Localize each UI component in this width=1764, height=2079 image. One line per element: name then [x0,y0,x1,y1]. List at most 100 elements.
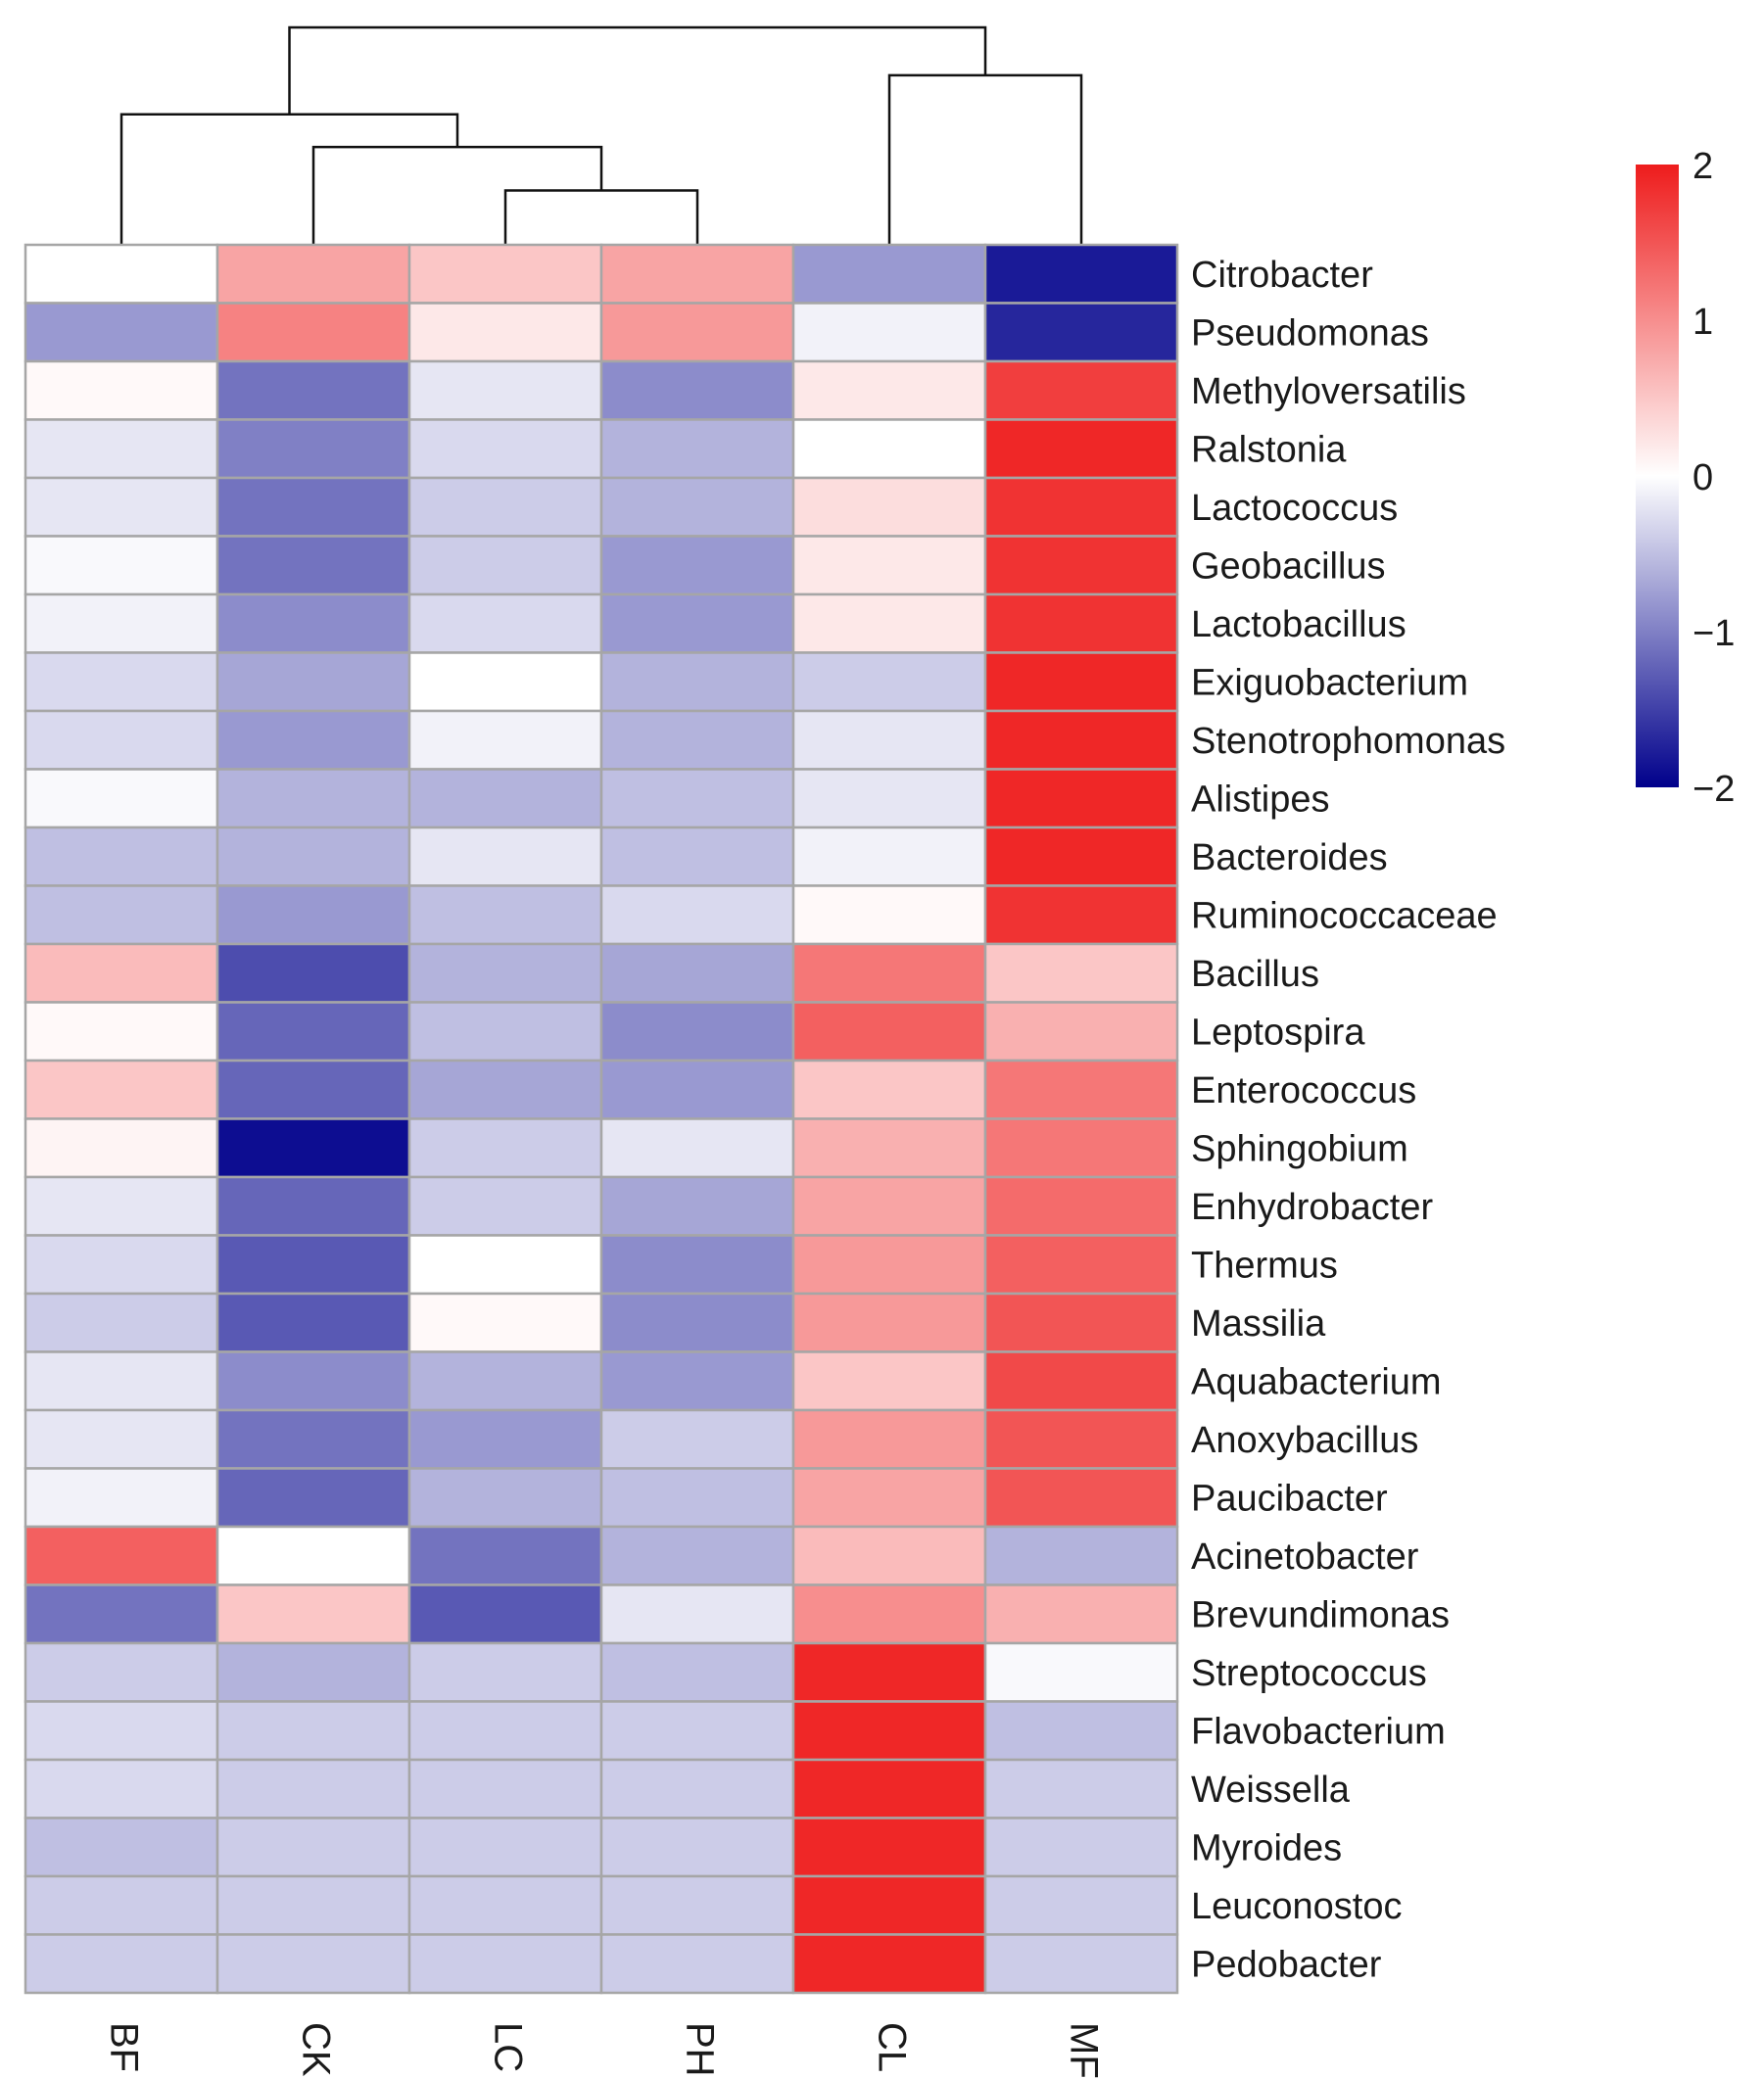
heatmap-cell [791,651,987,713]
heatmap-cell [215,535,411,596]
heatmap-cell [215,1874,411,1936]
heatmap-cell [215,1700,411,1762]
heatmap-cell [791,418,987,480]
row-labels: Citrobacter Pseudomonas Methyloversatilis R… [1191,255,1505,1986]
heatmap-cell [407,476,603,538]
heatmap-cell [407,826,603,887]
dendrogram-branch [119,113,459,245]
row-label: Lactobacillus [1191,604,1406,645]
heatmap-cell [599,1817,795,1878]
heatmap-cell [983,1350,1179,1412]
heatmap-cell [407,1350,603,1412]
heatmap-cell [215,1933,411,1995]
heatmap-cell [983,1817,1179,1878]
heatmap-cell [791,1525,987,1586]
heatmap-cell [215,592,411,654]
heatmap-cell [24,535,219,596]
column-dendrogram [119,25,1083,245]
heatmap-cell [791,302,987,363]
row-label: Pseudomonas [1191,312,1429,354]
heatmap-cell [983,768,1179,829]
heatmap-cell [24,651,219,713]
heatmap-cell [791,1059,987,1120]
heatmap-cell [215,1583,411,1645]
heatmap-cell [24,1234,219,1296]
heatmap-cell [599,1758,795,1819]
heatmap-cell [791,1117,987,1179]
row-label: Thermus [1191,1245,1338,1286]
heatmap-cell [215,884,411,946]
heatmap-cell [24,1758,219,1819]
heatmap-cell [24,1700,219,1762]
heatmap-cell [24,1467,219,1529]
heatmap-cell [215,1525,411,1586]
heatmap-cell [407,243,603,305]
heatmap-cell [791,1292,987,1353]
row-label: Citrobacter [1191,255,1373,296]
heatmap-cell [983,1583,1179,1645]
row-label: Ralstonia [1191,429,1347,470]
heatmap-cell [599,1059,795,1120]
heatmap-cell [24,592,219,654]
heatmap-cell [791,243,987,305]
heatmap-cell [983,826,1179,887]
heatmap-cell [407,884,603,946]
colorbar-tick-label: 0 [1692,457,1713,498]
heatmap-cell [24,1583,219,1645]
heatmap-cell [24,1525,219,1586]
colorbar-tick-label: 2 [1692,146,1713,187]
row-label: Leuconostoc [1191,1886,1403,1927]
heatmap-cell [215,1292,411,1353]
heatmap-cell [215,1817,411,1878]
heatmap-cell [215,1175,411,1237]
heatmap-cell [599,359,795,421]
heatmap-cell [791,1874,987,1936]
row-label: Lactococcus [1191,488,1398,529]
heatmap-cell [407,1758,603,1819]
heatmap-cell [983,1059,1179,1120]
heatmap-cell [407,768,603,829]
heatmap-cell [983,476,1179,538]
heatmap-cell [407,535,603,596]
row-label: Pedobacter [1191,1944,1382,1985]
heatmap-grid [24,243,1179,1995]
heatmap-cell [791,942,987,1004]
column-labels: BF CK LC PH CL MF [102,2022,1105,2079]
heatmap-cell [791,1933,987,1995]
heatmap-cell [215,1117,411,1179]
heatmap-cell [24,709,219,771]
dendrogram-branch [503,189,699,245]
heatmap-cell [407,1933,603,1995]
row-label: Enhydrobacter [1191,1187,1433,1228]
heatmap-cell [215,768,411,829]
row-label: Methyloversatilis [1191,371,1466,412]
row-label: Streptococcus [1191,1653,1427,1694]
heatmap-cell [24,1350,219,1412]
heatmap-cell [407,1817,603,1878]
heatmap-cell [791,1467,987,1529]
heatmap-cell [215,1059,411,1120]
heatmap-cell [983,1933,1179,1995]
heatmap-cell [24,1933,219,1995]
heatmap-cell [599,1700,795,1762]
row-label: Aquabacterium [1191,1361,1442,1402]
heatmap-cell [407,1059,603,1120]
heatmap-cell [599,942,795,1004]
dendrogram-branch [311,145,603,245]
heatmap-cell [215,1001,411,1063]
heatmap-cell [215,1350,411,1412]
heatmap-cell [407,1467,603,1529]
heatmap-cell [407,1408,603,1470]
heatmap-cell [791,1175,987,1237]
heatmap-cell [599,826,795,887]
heatmap-cell [983,1700,1179,1762]
heatmap-cell [599,1933,795,1995]
row-label: Anoxybacillus [1191,1420,1418,1461]
heatmap-cell [983,592,1179,654]
heatmap-cell [215,418,411,480]
row-label: Brevundimonas [1191,1594,1450,1635]
colorbar-gradient [1636,165,1679,787]
heatmap-cell [599,1234,795,1296]
heatmap-cell [407,418,603,480]
